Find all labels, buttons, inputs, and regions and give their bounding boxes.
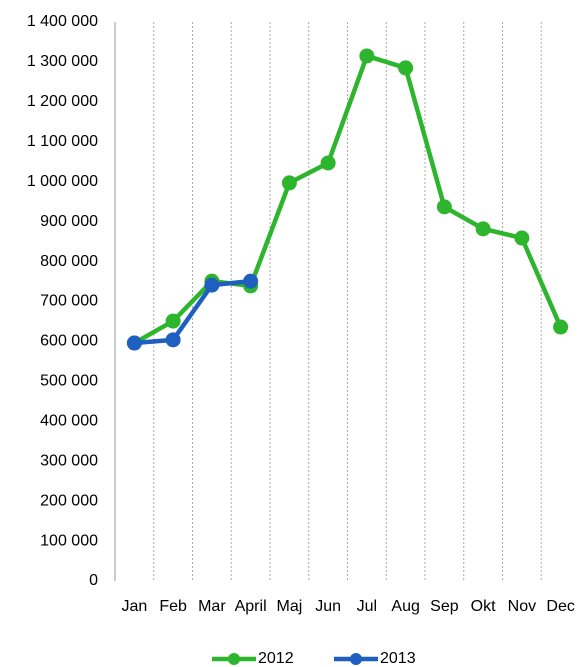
x-tick-label: Okt xyxy=(471,598,496,615)
legend-label: 2013 xyxy=(380,650,416,667)
y-tick-label: 400 000 xyxy=(40,413,98,430)
y-tick-label: 300 000 xyxy=(40,452,98,469)
x-tick-label: Dec xyxy=(546,598,574,615)
legend-label: 2012 xyxy=(258,650,294,667)
x-tick-label: Jan xyxy=(121,598,147,615)
y-tick-label: 0 xyxy=(89,572,98,589)
x-tick-label: Mar xyxy=(198,598,226,615)
legend-marker xyxy=(228,653,240,665)
y-tick-label: 900 000 xyxy=(40,213,98,230)
data-point xyxy=(398,60,414,76)
y-tick-label: 500 000 xyxy=(40,373,98,390)
data-point xyxy=(204,277,220,293)
data-point xyxy=(165,313,181,329)
data-point xyxy=(126,335,142,351)
legend-marker xyxy=(350,653,362,665)
y-tick-label: 700 000 xyxy=(40,293,98,310)
x-tick-label: Jun xyxy=(315,598,341,615)
data-point xyxy=(553,319,569,335)
y-tick-label: 200 000 xyxy=(40,492,98,509)
y-tick-label: 600 000 xyxy=(40,333,98,350)
data-point xyxy=(475,221,491,237)
x-tick-label: Feb xyxy=(159,598,187,615)
x-tick-label: Nov xyxy=(508,598,536,615)
y-tick-label: 1 100 000 xyxy=(27,133,98,150)
y-tick-label: 1 000 000 xyxy=(27,173,98,190)
data-point xyxy=(514,230,530,246)
x-tick-label: Aug xyxy=(391,598,419,615)
x-tick-label: Jul xyxy=(357,598,377,615)
data-point xyxy=(320,155,336,171)
y-tick-label: 100 000 xyxy=(40,532,98,549)
series-line xyxy=(134,278,251,346)
y-tick-label: 1 200 000 xyxy=(27,93,98,110)
y-tick-label: 1 400 000 xyxy=(27,13,98,30)
x-tick-label: Maj xyxy=(276,598,302,615)
data-point xyxy=(165,332,181,348)
y-tick-label: 1 300 000 xyxy=(27,53,98,70)
data-point xyxy=(436,199,452,215)
data-point xyxy=(359,48,375,64)
data-point xyxy=(243,273,259,289)
y-tick-label: 800 000 xyxy=(40,253,98,270)
x-tick-label: April xyxy=(235,598,267,615)
x-tick-label: Sep xyxy=(430,598,459,615)
data-point xyxy=(281,175,297,191)
